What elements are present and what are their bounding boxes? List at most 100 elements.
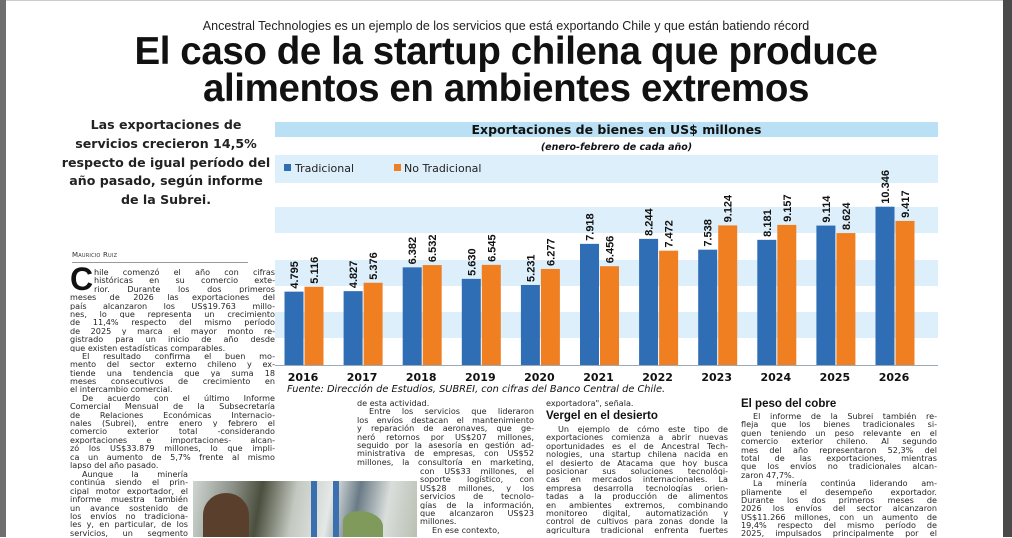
- body-text-line: comercio exterior total -considerando: [70, 427, 275, 436]
- x-tick-label: 2020: [524, 371, 555, 384]
- body-text-line: gías de la información,: [420, 500, 534, 509]
- drop-cap: C: [70, 261, 94, 297]
- bar-value-label: 4.795: [289, 261, 301, 289]
- body-text-line: les y, en particular, de los: [70, 520, 188, 529]
- bar-no-tradicional: [304, 286, 324, 365]
- chart-title-band: [275, 122, 938, 137]
- chart-subtitle: (enero-febrero de cada año): [541, 142, 692, 153]
- bar-value-label: 9.157: [782, 194, 794, 222]
- bar-no-tradicional: [600, 266, 619, 365]
- legend-label-tradicional: Tradicional: [294, 162, 354, 175]
- x-tick-label: 2025: [820, 371, 851, 384]
- bar-no-tradicional: [836, 233, 856, 365]
- bar-value-label: 8.244: [644, 207, 656, 235]
- body-text-line: gistrado para un inicio de año desde: [70, 335, 275, 344]
- legend-label-no-tradicional: No Tradicional: [404, 162, 481, 175]
- bar-value-label: 6.456: [605, 236, 617, 264]
- bar-no-tradicional: [363, 282, 383, 365]
- body-text-line: fleja que los bienes tradicionales si-: [741, 420, 937, 429]
- body-text-line: seguido por la asesoría en gestión ad-: [357, 440, 534, 450]
- bar-value-label: 6.545: [486, 234, 498, 262]
- body-text-line: Aunque la minería: [82, 470, 188, 479]
- chart-source: Fuente: Dirección de Estudios, SUBREI, c…: [287, 383, 665, 395]
- bar-tradicional: [757, 239, 777, 365]
- bar-value-label: 7.472: [664, 220, 676, 248]
- body-text-line: US$28 millones, y los: [420, 483, 534, 493]
- article-photo: [193, 481, 417, 537]
- bar-tradicional: [639, 238, 659, 365]
- bar-value-label: 9.114: [821, 195, 833, 223]
- body-text-line: rior. Durante los dos primeros: [94, 284, 275, 294]
- body-text-line: meses de 2026 las exportaciones del: [70, 293, 275, 302]
- body-text-line: posicionar sus soluciones tecnológi-: [546, 466, 728, 476]
- photo-equipment: [311, 481, 317, 537]
- body-text-line: de esta actividad.: [357, 399, 430, 408]
- body-text-line: los envíos no tradiciona-: [70, 511, 188, 521]
- body-text-line: y reparación de aeronaves, que ge-: [357, 424, 534, 433]
- bar-no-tradicional: [540, 268, 560, 365]
- body-text-line: de 11,4% respecto del mismo período: [70, 318, 275, 327]
- legend-swatch-tradicional: [284, 164, 291, 171]
- body-text-line: En ese contexto,: [432, 525, 500, 535]
- body-text-line: neró retornos por US$207 millones,: [357, 432, 534, 441]
- body-text-line: en ambientes extremos, combinando: [546, 500, 728, 509]
- bar-value-label: 8.624: [841, 202, 853, 230]
- headline-line: alimentos en ambientes extremos: [203, 67, 809, 110]
- body-text-line: 2025, impulsados principalmente por el: [741, 529, 937, 538]
- bar-tradicional: [698, 249, 718, 365]
- body-text-line: de 2025 y marca el mayor monto re-: [70, 326, 275, 336]
- body-text-line: un avance sostenido de: [70, 503, 188, 512]
- body-text-line: pliamente el desempeño exportador.: [741, 487, 937, 496]
- x-tick-label: 2024: [760, 371, 791, 384]
- body-text-line: cas en mercados internacionales. La: [546, 475, 728, 484]
- bar-tradicional: [875, 206, 895, 365]
- bar-tradicional: [580, 243, 599, 365]
- byline: Mauricio Ruiz: [72, 251, 118, 259]
- body-text-line: control de cultivos para zonas donde la: [546, 517, 728, 526]
- body-text-line: cipal motor exportador, el: [70, 486, 188, 496]
- body-text-line: mento del sector externo chileno y ex-: [70, 360, 275, 369]
- body-text-line: 19,4% respecto del mismo período de: [741, 521, 937, 530]
- bar-no-tradicional: [422, 265, 442, 365]
- body-text-line: millones.: [420, 517, 457, 526]
- body-text-line: tiende una tendencia que ya suma 18: [70, 368, 275, 378]
- photo-person: [203, 493, 249, 537]
- body-text-line: meses consecutivos de crecimiento en: [70, 377, 275, 386]
- bar-value-label: 6.382: [407, 237, 419, 265]
- bar-value-label: 5.376: [368, 252, 380, 280]
- body-text-line: de Relaciones Económicas Internacio-: [70, 410, 275, 420]
- x-tick-label: 2019: [465, 371, 496, 384]
- bar-value-label: 5.116: [309, 257, 321, 284]
- body-text-line: lapso del año pasado.: [70, 460, 159, 470]
- x-tick-label: 2017: [347, 371, 378, 384]
- bar-tradicional: [816, 225, 836, 365]
- body-text-line: zó los US$33.879 millones, lo que impli-: [70, 444, 275, 453]
- body-text-line: servicios, un segmento: [70, 528, 188, 538]
- bar-value-label: 4.827: [348, 261, 360, 289]
- headline-line: El caso de la startup chilena que produc…: [134, 30, 878, 73]
- article-column-1-wrap: Aunque la minería continúa siendo el prin…: [70, 470, 188, 537]
- x-tick-label: 2026: [879, 371, 910, 384]
- bar-value-label: 8.181: [762, 209, 774, 237]
- kicker: Ancestral Technologies es un ejemplo de …: [202, 19, 810, 33]
- body-text-line: ministrativa de empresas, con US$52: [357, 449, 534, 458]
- body-text-line: nologies, una startup chilena nacida en: [546, 450, 728, 459]
- chart-grid-band: [275, 207, 938, 233]
- body-text-line: servicios de tecnolo-: [420, 492, 534, 501]
- body-text-line: total de las exportaciones, mientras: [741, 453, 937, 463]
- bar-value-label: 7.918: [585, 213, 597, 241]
- body-text-line: el desierto de Atacama que hoy busca: [546, 458, 728, 467]
- body-text-line: exportaciones e importaciones- alcan-: [70, 435, 275, 445]
- byline-rule: [72, 262, 248, 263]
- subheading-cobre: El peso del cobre: [741, 398, 837, 410]
- page-edge-right: [1003, 0, 1012, 537]
- body-text-line: monitoreo digital, automatización y: [546, 508, 728, 518]
- body-text-line: Entre los servicios que lideraron: [369, 407, 534, 416]
- photo-equipment: [333, 481, 339, 537]
- bar-tradicional: [520, 284, 540, 365]
- bar-value-label: 6.277: [545, 238, 557, 266]
- bar-value-label: 9.417: [900, 190, 912, 218]
- chart-title: Exportaciones de bienes en US$ millones: [471, 122, 761, 137]
- article-column-2: de esta actividad. Entre los servicios qu…: [357, 399, 534, 466]
